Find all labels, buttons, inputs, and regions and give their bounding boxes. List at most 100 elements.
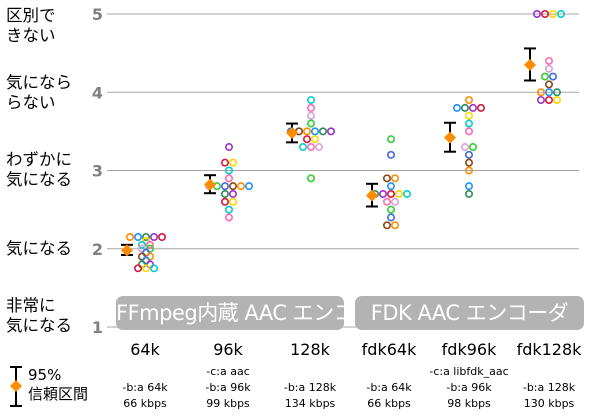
score-point (540, 10, 549, 19)
score-point (464, 96, 473, 105)
score-point (544, 56, 553, 65)
listener-scores (126, 10, 565, 273)
score-point (552, 88, 561, 97)
y-category-label-1: 非常に 気になる (6, 296, 72, 335)
option-line: -c:a aac (206, 365, 250, 378)
option-line: 130 kbps (523, 397, 575, 410)
score-point (237, 182, 246, 191)
score-point (225, 213, 234, 222)
score-point (464, 189, 473, 198)
score-point (536, 96, 545, 105)
option-line: 66 kbps (123, 397, 167, 410)
score-point (302, 135, 311, 144)
option-line: -b:a 128k (522, 381, 576, 394)
encoder-options: -c:a aac -b:a 96k 99 kbps (173, 364, 283, 412)
y-tick-labels: 1 2 3 4 5 (92, 5, 103, 337)
score-point (386, 135, 395, 144)
encoder-group-fdk: FDK AAC エンコーダ (355, 296, 584, 330)
score-point (452, 103, 461, 112)
score-point (464, 127, 473, 136)
option-line: -b:a 128k (283, 381, 337, 394)
score-point (402, 189, 411, 198)
score-point (306, 174, 315, 183)
score-point (134, 233, 143, 242)
score-point (306, 111, 315, 120)
score-point (298, 143, 307, 152)
score-point (386, 213, 395, 222)
score-point (158, 233, 167, 242)
score-point (306, 119, 315, 128)
y-category-label-3: わずかに 気になる (6, 150, 72, 189)
score-point (468, 103, 477, 112)
score-point (548, 72, 557, 81)
score-point (306, 96, 315, 105)
mean-marker (444, 131, 456, 144)
score-point (306, 143, 315, 152)
score-point (229, 182, 238, 191)
score-point (544, 96, 553, 105)
score-point (225, 166, 234, 175)
y-tick-label: 3 (92, 162, 103, 181)
score-point (464, 150, 473, 159)
score-point (468, 143, 477, 152)
score-point (225, 205, 234, 214)
score-point (382, 197, 391, 206)
legend-label-ci: 95% 信頼区間 (28, 366, 89, 403)
score-point (221, 158, 230, 167)
x-tick-label: fdk64k (361, 340, 417, 359)
score-point (390, 174, 399, 183)
option-line: -b:a 64k (366, 381, 412, 394)
y-tick-label: 5 (92, 5, 103, 24)
option-line: 66 kbps (367, 397, 411, 410)
score-point (476, 103, 485, 112)
score-point (326, 127, 335, 136)
y-category-label-2: 気になる (6, 239, 72, 258)
option-line: -c:a libfdk_aac (429, 365, 509, 378)
score-point (306, 103, 315, 112)
score-point (536, 88, 545, 97)
score-point (221, 182, 230, 191)
confidence-intervals (121, 47, 536, 257)
score-point (390, 197, 399, 206)
score-point (146, 240, 155, 249)
score-point (138, 240, 147, 249)
score-point (386, 150, 395, 159)
y-category-label-4: 気になら らない (6, 73, 72, 112)
score-point (314, 143, 323, 152)
x-tick-label: fdk128k (516, 340, 582, 359)
mean-marker (121, 244, 133, 257)
score-point (225, 143, 234, 152)
score-point (225, 174, 234, 183)
encoder-options: -b:a 128k 134 kbps (255, 380, 365, 412)
mean-marker (366, 189, 378, 202)
score-point (460, 103, 469, 112)
option-line: 98 kbps (447, 397, 491, 410)
score-point (150, 233, 159, 242)
score-point (386, 189, 395, 198)
score-point (382, 174, 391, 183)
encoder-options: -b:a 64k 66 kbps (90, 380, 200, 412)
score-point (386, 182, 395, 191)
score-point (310, 135, 319, 144)
score-point (134, 264, 143, 273)
option-line: 134 kbps (284, 397, 336, 410)
option-line: -b:a 96k (446, 381, 492, 394)
score-point (464, 182, 473, 191)
mean-marker (286, 126, 298, 139)
mean-marker (204, 178, 216, 191)
option-line: 99 kbps (206, 397, 250, 410)
x-tick-label: 128k (290, 340, 330, 359)
score-point (544, 64, 553, 73)
score-point (386, 205, 395, 214)
score-point (544, 88, 553, 97)
score-point (229, 197, 238, 206)
x-tick-label: fdk96k (441, 340, 497, 359)
score-point (540, 72, 549, 81)
score-point (378, 189, 387, 198)
grid-lines (107, 13, 579, 328)
score-point (221, 197, 230, 206)
y-tick-label: 4 (92, 83, 103, 102)
score-point (142, 264, 151, 273)
score-point (221, 189, 230, 198)
